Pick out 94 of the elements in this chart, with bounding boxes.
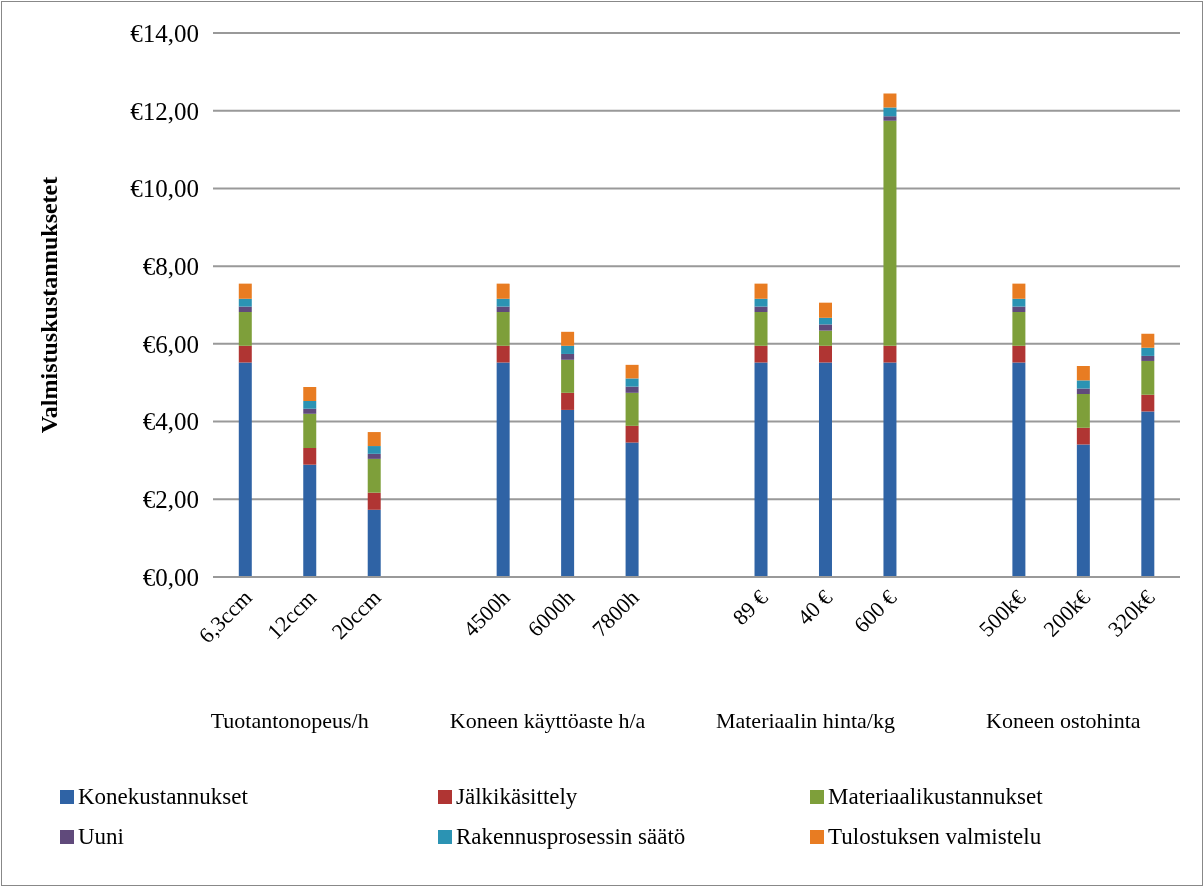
legend-label: Konekustannukset: [78, 784, 248, 810]
bar: [561, 359, 575, 393]
text: Koneen käyttöaste h/a: [449, 708, 646, 734]
bar: [818, 324, 832, 331]
bar: [625, 425, 639, 443]
bar: [883, 116, 897, 121]
bar: [754, 283, 768, 299]
bar: [625, 442, 639, 577]
text: Materiaalin hinta/kg: [715, 708, 895, 734]
bar: [1076, 380, 1090, 389]
y-tick-label: €0,00: [142, 563, 199, 591]
bar: [883, 93, 897, 108]
bar: [818, 302, 832, 318]
bar: [625, 364, 639, 379]
bar: [883, 107, 897, 117]
bar: [883, 362, 897, 577]
legend-label: Jälkikäsittely: [456, 784, 578, 810]
bar: [818, 362, 832, 577]
bar: [561, 392, 575, 410]
bar: [1141, 360, 1155, 395]
bar: [1012, 311, 1026, 346]
y-tick-label: €12,00: [130, 97, 199, 125]
bar: [238, 362, 252, 577]
bar: [367, 446, 381, 454]
bar: [883, 345, 897, 363]
bar: [303, 413, 317, 448]
y-tick-label: €10,00: [130, 175, 199, 203]
bar: [625, 392, 639, 426]
bar: [1141, 347, 1155, 356]
legend-label: Materiaalikustannukset: [828, 784, 1043, 810]
bar: [238, 306, 252, 312]
legend-label: Rakennusprosessin säätö: [456, 824, 686, 850]
y-tick-label: €14,00: [130, 19, 199, 47]
bar: [1076, 393, 1090, 428]
bar: [496, 345, 510, 363]
bar: [1012, 345, 1026, 363]
bar: [238, 311, 252, 346]
bar: [303, 464, 317, 577]
bar: [303, 386, 317, 401]
bar: [754, 311, 768, 346]
bar: [1076, 444, 1090, 577]
y-axis-title: Valmistuskustannuksetet: [35, 176, 62, 434]
bar: [496, 306, 510, 312]
bar: [1076, 427, 1090, 445]
bar: [303, 447, 317, 465]
text: Koneen ostohinta: [986, 708, 1141, 734]
bar: [496, 311, 510, 346]
bar: [367, 492, 381, 510]
bar: [818, 330, 832, 346]
bar: [818, 317, 832, 325]
bar: [367, 432, 381, 447]
bar: [367, 453, 381, 459]
y-tick-label: €2,00: [142, 486, 199, 514]
bar: [238, 298, 252, 307]
bar: [754, 298, 768, 307]
bar: [561, 345, 575, 354]
bar: [561, 409, 575, 577]
bar: [1012, 306, 1026, 312]
bar: [496, 283, 510, 299]
y-tick-label: €6,00: [142, 330, 199, 358]
bar: [367, 509, 381, 577]
x-tick-label: 89 €: [727, 584, 773, 630]
bar: [883, 120, 897, 346]
y-tick-label: €8,00: [142, 253, 199, 281]
bar: [496, 362, 510, 577]
bar: [1141, 333, 1155, 348]
x-tick-label: 40 €: [792, 584, 837, 630]
bar: [367, 458, 381, 493]
bar: [754, 362, 768, 577]
bar: [238, 345, 252, 363]
bar: [561, 353, 575, 360]
bar: [496, 298, 510, 307]
bar: [625, 378, 639, 387]
x-tick-label: 600 €: [848, 584, 902, 638]
bar: [303, 400, 317, 409]
bar: [1141, 411, 1155, 577]
bar: [1141, 394, 1155, 412]
bar: [818, 345, 832, 363]
bar: [1012, 298, 1026, 307]
bar: [1012, 362, 1026, 577]
bar: [561, 331, 575, 346]
bar: [303, 408, 317, 414]
bar: [1076, 366, 1090, 381]
bar: [754, 345, 768, 363]
bar: [1012, 283, 1026, 299]
bar: [1076, 388, 1090, 394]
bar: [754, 306, 768, 312]
bar: [1141, 355, 1155, 361]
y-tick-label: €4,00: [142, 408, 199, 436]
bar: [238, 283, 252, 299]
bar: [625, 386, 639, 393]
legend-label: Uuni: [78, 824, 124, 850]
text: Tuotantonopeus/h: [210, 708, 369, 734]
legend-label: Tulostuksen valmistelu: [828, 824, 1042, 850]
